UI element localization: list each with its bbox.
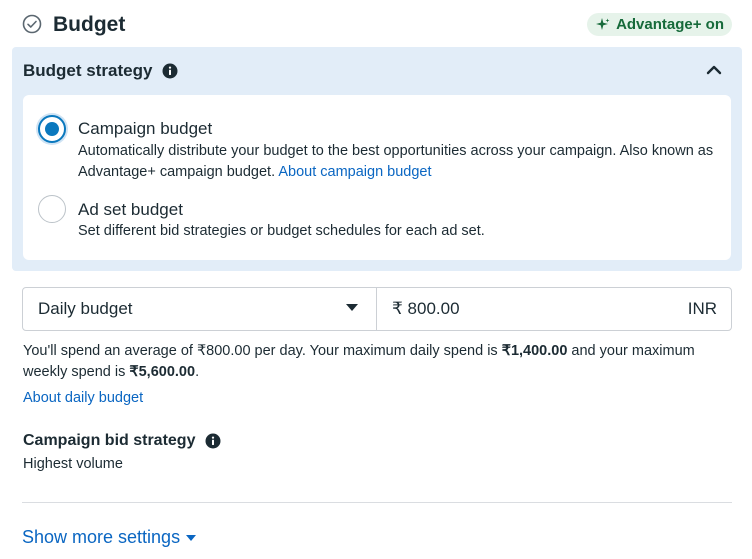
spend-text-1: You'll spend an average of ₹800.00 per d…	[23, 343, 502, 359]
ad-set-budget-description: Set different bid strategies or budget s…	[78, 223, 485, 239]
campaign-budget-label[interactable]: Campaign budget	[78, 119, 213, 138]
ad-set-budget-label[interactable]: Ad set budget	[78, 200, 183, 219]
ad-set-budget-radio[interactable]	[38, 195, 66, 223]
bid-strategy-header: Campaign bid strategy	[23, 430, 221, 452]
caret-down-icon	[186, 535, 197, 541]
advantage-plus-badge[interactable]: Advantage+ on	[587, 13, 732, 36]
bid-strategy-value: Highest volume	[23, 456, 123, 472]
advantage-badge-label: Advantage+ on	[616, 16, 724, 33]
info-icon[interactable]	[162, 63, 178, 79]
max-daily-spend: ₹1,400.00	[501, 343, 568, 359]
budget-options-card	[23, 95, 731, 260]
caret-down-icon	[346, 304, 358, 311]
budget-type-value: Daily budget	[38, 299, 133, 318]
info-icon[interactable]	[205, 433, 221, 449]
show-more-settings-label: Show more settings	[22, 527, 181, 547]
check-circle-icon	[22, 14, 42, 34]
spend-text-2: and your maximum weekly spend is	[23, 343, 695, 380]
about-daily-budget-link[interactable]: About daily budget	[23, 390, 144, 406]
budget-input-group	[22, 287, 732, 331]
budget-strategy-title: Budget strategy	[23, 61, 153, 80]
budget-strategy-header[interactable]: Budget strategy	[23, 60, 178, 82]
divider	[22, 502, 732, 503]
sparkle-icon	[596, 17, 610, 30]
section-title: Budget	[53, 13, 126, 36]
campaign-budget-radio[interactable]	[38, 115, 66, 143]
bid-strategy-title: Campaign bid strategy	[23, 432, 196, 449]
budget-amount-value: ₹ 800.00	[392, 299, 460, 318]
spend-text-3: .	[195, 364, 200, 380]
about-campaign-budget-link[interactable]: About campaign budget	[278, 164, 432, 180]
spend-summary: You'll spend an average of ₹800.00 per d…	[23, 341, 723, 383]
campaign-budget-desc-text: Automatically distribute your budget to …	[78, 143, 714, 180]
show-more-settings-button[interactable]: Show more settings	[22, 526, 197, 548]
chevron-up-icon[interactable]	[706, 64, 722, 76]
campaign-budget-description: Automatically distribute your budget to …	[78, 141, 718, 183]
max-weekly-spend: ₹5,600.00	[129, 364, 196, 380]
budget-divider	[376, 287, 377, 331]
currency-label: INR	[687, 299, 717, 318]
